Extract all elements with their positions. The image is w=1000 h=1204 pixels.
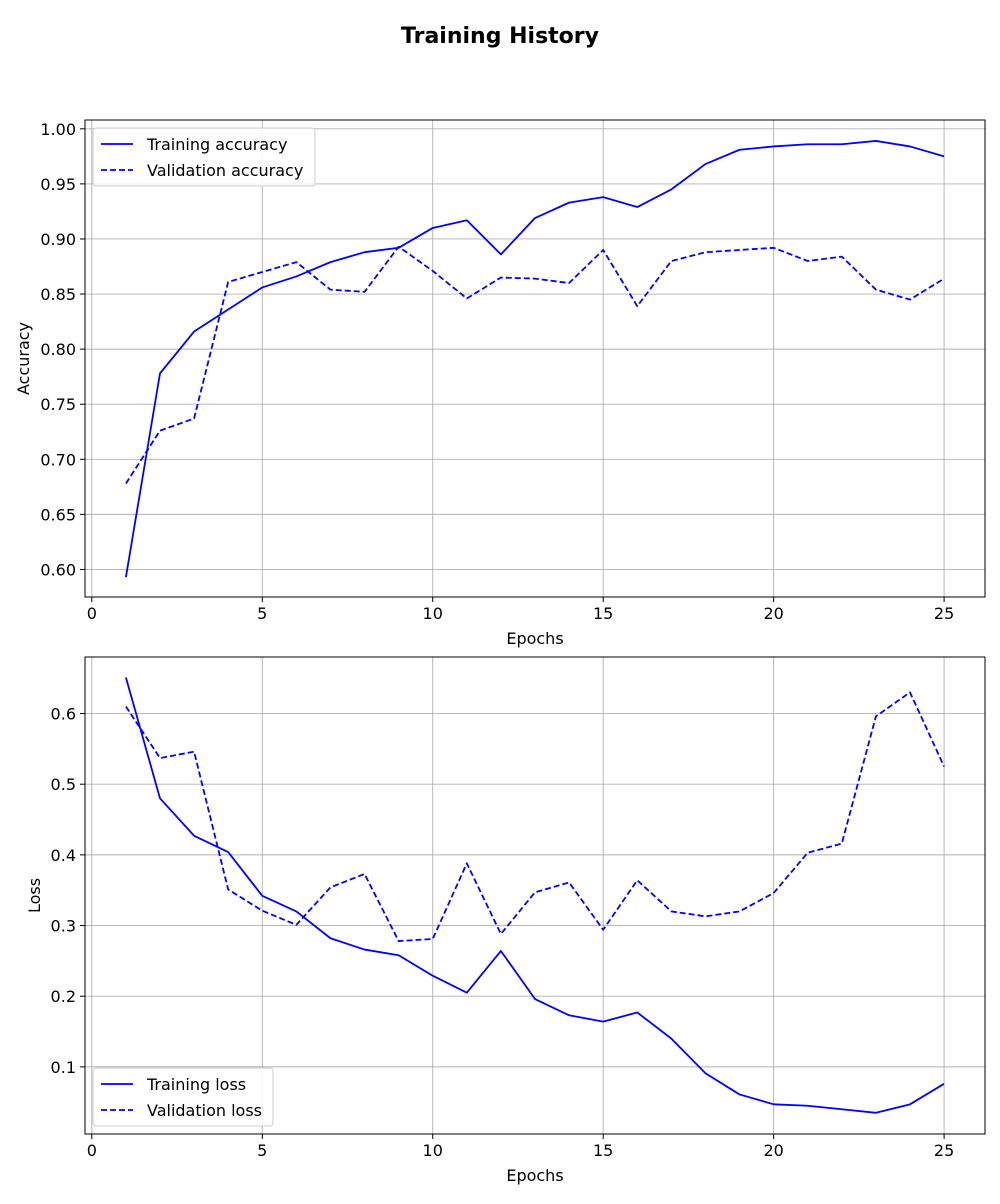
loss-x-tick-label: 15 bbox=[593, 1141, 613, 1160]
loss-y-tick-label: 0.1 bbox=[51, 1058, 76, 1077]
loss-legend: Training loss Validation loss bbox=[92, 1067, 274, 1127]
accuracy-y-axis-label: Accuracy bbox=[14, 322, 33, 395]
loss-y-tick-label: 0.5 bbox=[51, 775, 76, 794]
loss-series-training-line bbox=[125, 677, 945, 1114]
accuracy-y-tick-label: 0.60 bbox=[40, 560, 76, 579]
accuracy-y-tick-label: 1.00 bbox=[40, 120, 76, 139]
accuracy-y-tick-label: 0.70 bbox=[40, 450, 76, 469]
accuracy-x-tick-label: 10 bbox=[423, 604, 443, 623]
accuracy-x-tick-label: 25 bbox=[934, 604, 954, 623]
loss-x-tick-label: 25 bbox=[934, 1141, 954, 1160]
accuracy-legend-box bbox=[92, 127, 316, 187]
accuracy-x-tick-label: 20 bbox=[763, 604, 783, 623]
accuracy-axes-frame bbox=[84, 119, 986, 598]
loss-x-tick-label: 0 bbox=[87, 1141, 97, 1160]
accuracy-y-tick-label: 0.95 bbox=[40, 175, 76, 194]
loss-y-axis-label: Loss bbox=[25, 878, 44, 913]
loss-y-tick-label: 0.3 bbox=[51, 917, 76, 936]
loss-y-tick-label: 0.2 bbox=[51, 987, 76, 1006]
loss-x-tick-label: 5 bbox=[257, 1141, 267, 1160]
accuracy-y-tick-label: 0.85 bbox=[40, 285, 76, 304]
accuracy-y-tick-label: 0.65 bbox=[40, 505, 76, 524]
loss-y-tick-label: 0.4 bbox=[51, 846, 76, 865]
loss-legend-box bbox=[92, 1067, 274, 1127]
accuracy-series-training-line bbox=[125, 140, 945, 578]
loss-x-axis-label: Epochs bbox=[506, 1166, 563, 1185]
accuracy-y-tick-label: 0.90 bbox=[40, 230, 76, 249]
loss-legend-label-training: Training loss bbox=[146, 1075, 246, 1094]
accuracy-panel: 0 5 10 15 20 25 0.60 0.65 0.70 0.75 0.80 0.85 0.90 0.… bbox=[14, 119, 986, 648]
loss-x-tick-label: 20 bbox=[763, 1141, 783, 1160]
accuracy-y-tick-label: 0.80 bbox=[40, 340, 76, 359]
loss-y-tick-label: 0.6 bbox=[51, 705, 76, 724]
loss-panel: 0 5 10 15 20 25 0.1 0.2 0.3 0.4 0.5 0.6 Epochs Loss Tr… bbox=[25, 656, 986, 1185]
accuracy-x-tick-label: 0 bbox=[87, 604, 97, 623]
accuracy-series-validation-line bbox=[125, 245, 945, 485]
accuracy-y-tick-label: 0.75 bbox=[40, 395, 76, 414]
figure-title: Training History bbox=[401, 24, 599, 49]
accuracy-legend-label-validation: Validation accuracy bbox=[147, 161, 303, 180]
accuracy-legend-label-training: Training accuracy bbox=[146, 135, 287, 154]
loss-axes-frame bbox=[84, 656, 986, 1135]
loss-x-tick-label: 10 bbox=[423, 1141, 443, 1160]
accuracy-x-tick-label: 15 bbox=[593, 604, 613, 623]
accuracy-x-tick-label: 5 bbox=[257, 604, 267, 623]
accuracy-legend: Training accuracy Validation accuracy bbox=[92, 127, 316, 187]
accuracy-x-axis-label: Epochs bbox=[506, 629, 563, 648]
loss-legend-label-validation: Validation loss bbox=[147, 1101, 262, 1120]
